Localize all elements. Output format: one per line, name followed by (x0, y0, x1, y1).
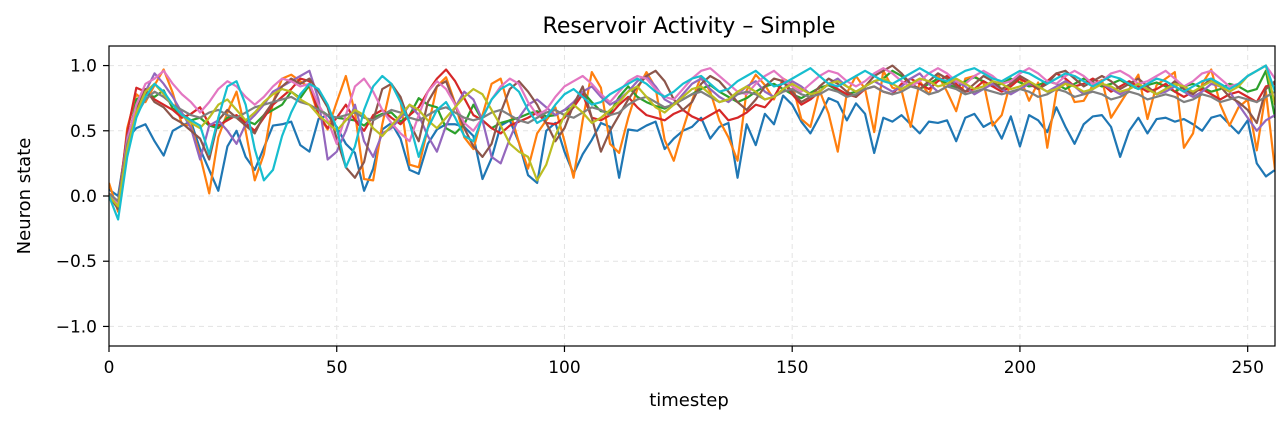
series-line-6 (109, 64, 1275, 211)
x-tick-label: 200 (1004, 358, 1036, 378)
x-tick-label: 0 (104, 358, 115, 378)
series-line-1 (109, 94, 1275, 198)
chart-title: Reservoir Activity – Simple (543, 14, 836, 39)
axes: 0 50 100 150 200 250 −1.0 −0.5 0.0 0.5 1.0 (56, 45, 1276, 378)
x-tick-label: 50 (326, 358, 348, 378)
series-line-9 (109, 64, 1275, 208)
x-tick-label: 100 (548, 358, 580, 378)
plot-area (109, 64, 1275, 221)
y-tick-label: 0.5 (70, 122, 97, 142)
x-axis-label: timestep (649, 390, 729, 411)
x-tick-label: 250 (1231, 358, 1263, 378)
series-line-8 (109, 85, 1275, 203)
x-tick-label: 150 (776, 358, 808, 378)
y-tick-label: −0.5 (56, 252, 97, 272)
y-tick-label: 1.0 (70, 57, 97, 77)
y-axis-label: Neuron state (14, 138, 35, 255)
y-tick-label: 0.0 (70, 187, 97, 207)
series-line-10 (109, 64, 1275, 221)
series-line-5 (109, 69, 1275, 208)
y-tick-label: −1.0 (56, 317, 97, 337)
